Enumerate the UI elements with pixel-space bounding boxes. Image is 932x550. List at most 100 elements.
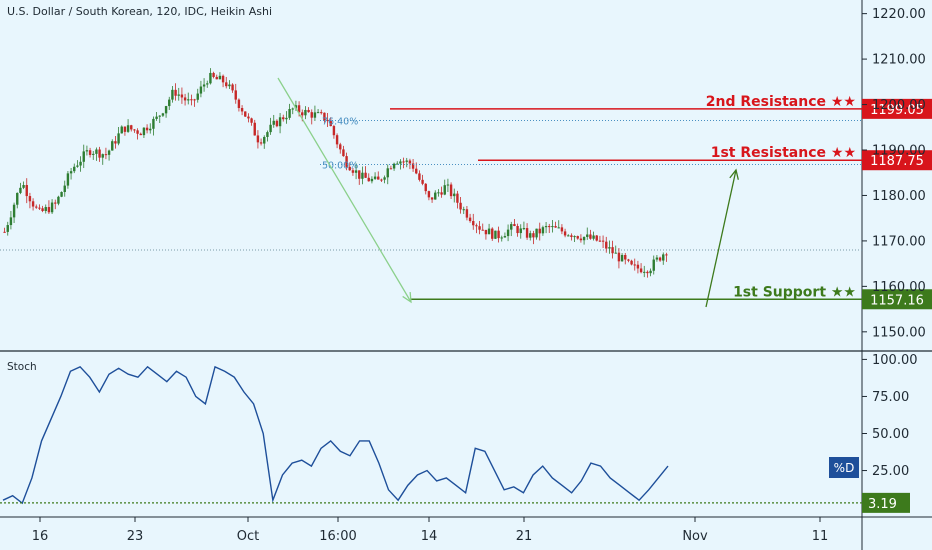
- candle-body: [402, 161, 405, 163]
- candle-body: [326, 120, 329, 122]
- time-tick-label: 23: [127, 529, 144, 544]
- candle-body: [630, 260, 633, 265]
- candle-body: [320, 112, 323, 114]
- candle-body: [114, 141, 117, 144]
- candle-body: [462, 209, 465, 211]
- time-tick-label: 16: [32, 529, 49, 544]
- candle-body: [111, 141, 114, 151]
- candle-body: [497, 230, 500, 239]
- projection-arrow-down: [277, 77, 412, 303]
- candle-body: [380, 179, 383, 181]
- candle-body: [633, 264, 636, 266]
- first-support-label: 1st Support ★★: [733, 284, 856, 300]
- stoch-tick-label: 100.00: [872, 353, 918, 368]
- candle-body: [247, 116, 250, 119]
- candle-body: [544, 226, 548, 228]
- candle-body: [658, 257, 662, 261]
- candle-body: [164, 106, 168, 114]
- candle-body: [576, 236, 579, 239]
- candle-body: [278, 117, 282, 127]
- fib-label: 76.40%: [322, 116, 358, 127]
- candle-body: [47, 207, 51, 213]
- candle-body: [294, 105, 298, 109]
- candle-body: [351, 170, 355, 173]
- candle-body: [408, 160, 412, 164]
- candle-body: [386, 168, 389, 178]
- candle-body: [608, 247, 611, 249]
- candle-body: [174, 89, 177, 96]
- candle-body: [190, 99, 193, 101]
- chart-title: U.S. Dollar / South Korean, 120, IDC, He…: [7, 5, 272, 18]
- candle-body: [237, 99, 241, 109]
- candle-body: [548, 226, 551, 228]
- candle-body: [560, 227, 564, 232]
- candle-body: [459, 202, 462, 210]
- candle-body: [44, 207, 47, 211]
- candle-body: [532, 233, 535, 238]
- candle-body: [82, 151, 85, 162]
- candle-body: [643, 271, 646, 273]
- candle-body: [586, 234, 589, 237]
- stoch-tick-label: 50.00: [872, 427, 909, 442]
- candle-body: [250, 118, 253, 123]
- candle-body: [465, 209, 469, 218]
- candle-body: [50, 202, 54, 213]
- time-tick-label: 11: [812, 529, 829, 544]
- candle-body: [231, 84, 234, 91]
- candle-body: [377, 176, 380, 180]
- projection-arrow-up-head: [729, 168, 739, 180]
- candle-body: [472, 221, 475, 226]
- candle-body: [282, 117, 285, 120]
- projection-arrow-up: [705, 169, 737, 308]
- candle-body: [636, 264, 640, 269]
- candle-body: [272, 120, 275, 125]
- price-tick-label: 1170.00: [872, 234, 926, 249]
- candle-body: [240, 108, 244, 112]
- candle-body: [437, 192, 440, 194]
- candle-body: [35, 206, 38, 208]
- candle-body: [234, 90, 237, 100]
- candle-body: [206, 83, 209, 85]
- candle-body: [285, 117, 288, 120]
- price-tick-label: 1150.00: [872, 325, 926, 340]
- stoch-reference-badge: [862, 492, 910, 513]
- candle-body: [567, 235, 570, 237]
- candle-body: [440, 192, 443, 195]
- candle-body: [563, 231, 567, 236]
- candle-body: [639, 268, 643, 273]
- candle-body: [126, 125, 130, 132]
- candle-body: [79, 161, 82, 166]
- candle-body: [202, 84, 206, 87]
- candle-body: [478, 226, 481, 230]
- candle-body: [427, 191, 431, 198]
- candle-body: [171, 89, 174, 100]
- candle-body: [396, 163, 399, 165]
- candle-body: [411, 163, 415, 169]
- candle-body: [41, 208, 44, 211]
- candle-body: [468, 217, 472, 222]
- candle-body: [434, 192, 437, 200]
- candle-body: [136, 130, 139, 134]
- stoch-tick-label: 75.00: [872, 390, 909, 405]
- candle-body: [510, 224, 513, 230]
- candle-body: [522, 228, 526, 230]
- candle-body: [301, 112, 304, 116]
- price-tick-label: 1220.00: [872, 7, 926, 22]
- price-tick-label: 1210.00: [872, 53, 926, 68]
- candle-body: [244, 111, 247, 117]
- stoch-d-line: [2, 365, 669, 505]
- stoch-reference-text: 3.19: [868, 497, 897, 512]
- candle-body: [503, 236, 507, 238]
- time-tick-label: 14: [421, 529, 438, 544]
- candle-body: [228, 84, 231, 87]
- candle-body: [310, 112, 313, 118]
- candle-body: [107, 150, 111, 155]
- candle-body: [345, 156, 348, 167]
- candle-body: [218, 75, 222, 80]
- candle-body: [101, 154, 104, 158]
- candle-body: [297, 105, 301, 113]
- candle-body: [199, 86, 203, 94]
- candle-body: [348, 166, 351, 171]
- candle-body: [180, 94, 184, 98]
- candle-body: [570, 235, 573, 237]
